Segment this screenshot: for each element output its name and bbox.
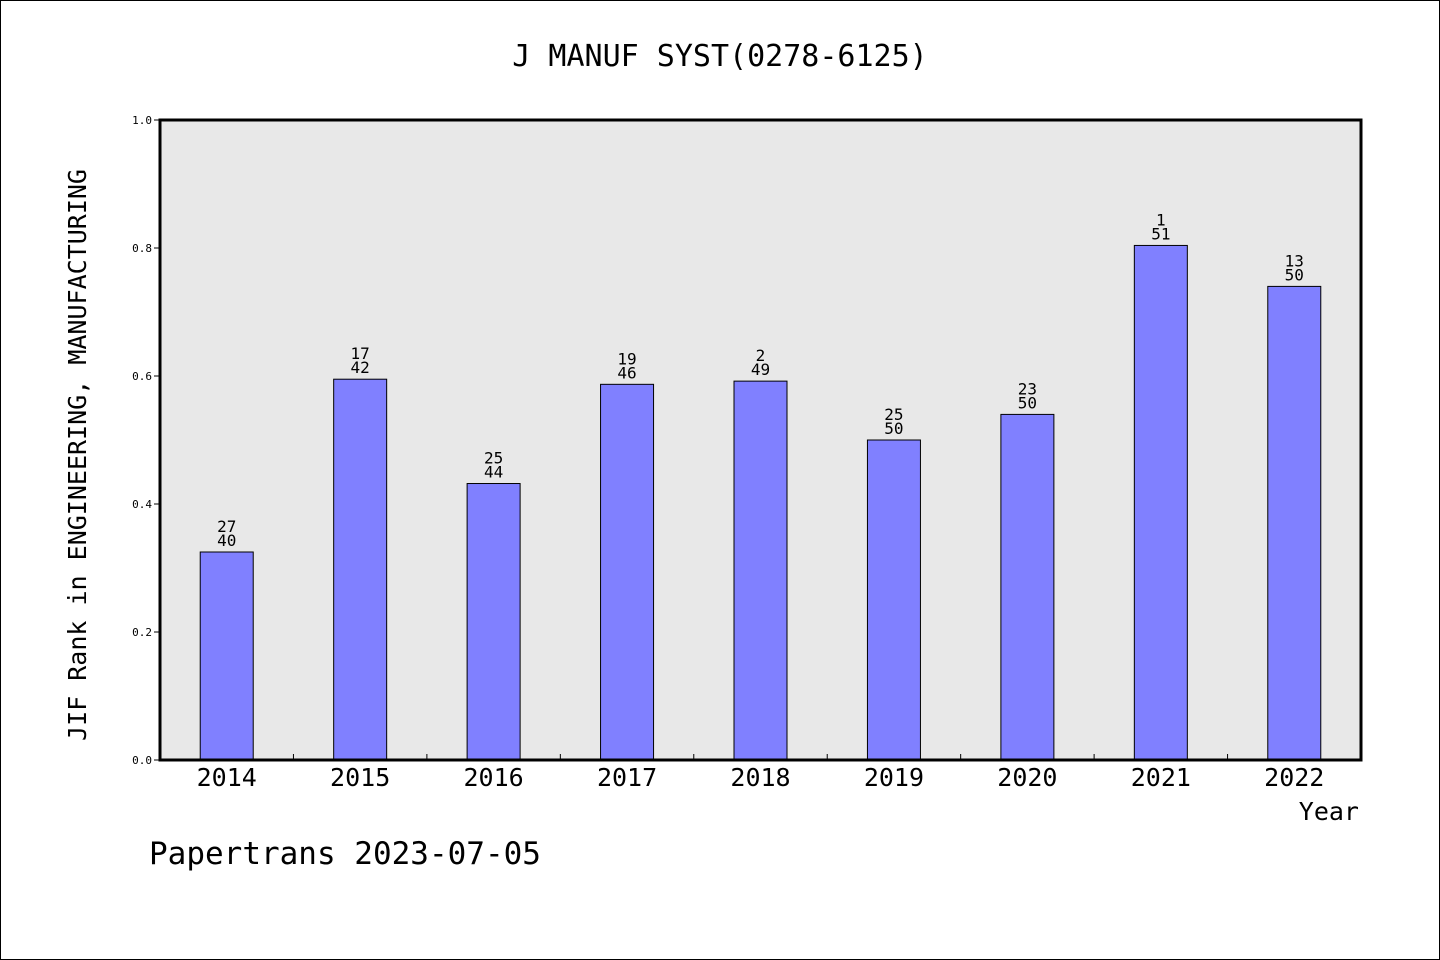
- total-label: 40: [217, 531, 236, 550]
- footer-text: Papertrans 2023-07-05: [149, 836, 541, 872]
- rank-label: 25: [484, 449, 503, 468]
- rank-label: 13: [1285, 251, 1304, 270]
- rank-label: 25: [884, 405, 903, 424]
- bar-2020: [1000, 413, 1055, 761]
- bar-2017: [600, 383, 655, 761]
- x-tick-label: 2020: [997, 763, 1057, 792]
- rank-label: 1: [1156, 210, 1166, 229]
- y-tick-label: 0.0: [132, 754, 152, 767]
- x-tick-label: 2016: [464, 763, 524, 792]
- y-axis-ticks: 0.0 0.2 0.4 0.6 0.8 1.0: [132, 114, 160, 767]
- x-axis-ticks: 2014 2015 2016 2017 2018 2019 2020 2021 2022: [197, 754, 1324, 792]
- y-tick-label: 1.0: [132, 114, 152, 127]
- bars: [199, 244, 1322, 761]
- total-label: 50: [1018, 393, 1037, 412]
- bar-2021: [1133, 244, 1188, 761]
- bar-2018: [733, 380, 788, 761]
- y-tick-label: 0.2: [132, 626, 152, 639]
- x-axis-label: Year: [1299, 797, 1359, 826]
- total-label: 44: [484, 463, 503, 482]
- total-label: 51: [1151, 224, 1170, 243]
- x-tick-label: 2014: [197, 763, 257, 792]
- chart-title: J MANUF SYST(0278-6125): [512, 39, 927, 74]
- y-tick-label: 0.8: [132, 242, 152, 255]
- total-label: 50: [1285, 265, 1304, 284]
- rank-label: 27: [217, 517, 236, 536]
- rank-label: 17: [351, 344, 370, 363]
- y-tick-label: 0.4: [132, 498, 152, 511]
- total-label: 50: [884, 419, 903, 438]
- x-tick-label: 2015: [330, 763, 390, 792]
- y-tick-label: 0.6: [132, 370, 152, 383]
- x-tick-label: 2017: [597, 763, 657, 792]
- bar-2014: [199, 551, 254, 761]
- bar-2015: [333, 378, 388, 761]
- total-label: 49: [751, 360, 770, 379]
- x-tick-label: 2021: [1131, 763, 1191, 792]
- x-tick-label: 2018: [730, 763, 790, 792]
- x-tick-label: 2019: [864, 763, 924, 792]
- rank-label: 19: [617, 349, 636, 368]
- y-axis-label: JIF Rank in ENGINEERING, MANUFACTURING: [63, 169, 92, 741]
- total-label: 42: [351, 358, 370, 377]
- bar-2019: [866, 439, 921, 761]
- rank-label: 2: [756, 346, 766, 365]
- total-label: 46: [617, 363, 636, 382]
- bar-2022: [1267, 285, 1322, 761]
- x-tick-label: 2022: [1264, 763, 1324, 792]
- rank-label: 23: [1018, 379, 1037, 398]
- plot-border: [158, 118, 1363, 762]
- bar-2016: [466, 483, 521, 761]
